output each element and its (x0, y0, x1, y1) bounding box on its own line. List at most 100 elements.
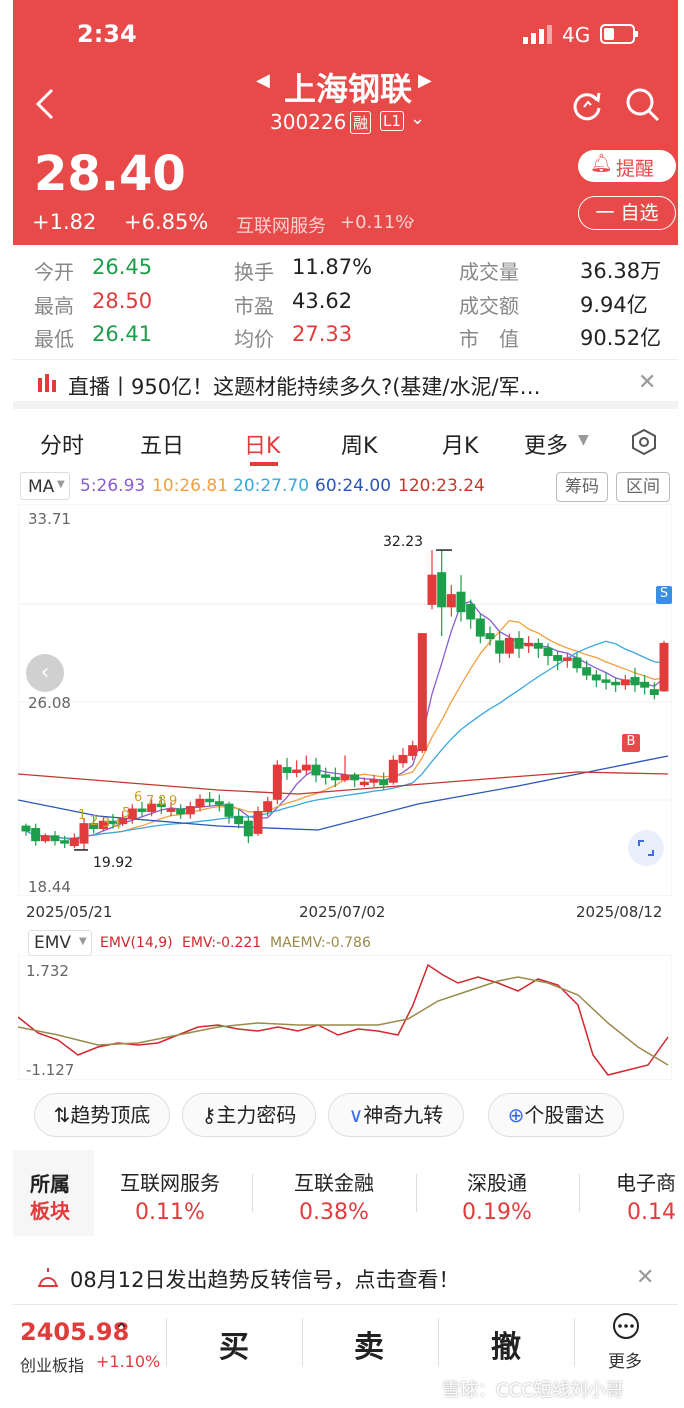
candle[interactable] (79, 823, 89, 844)
candle[interactable] (166, 808, 176, 812)
settings-icon[interactable] (630, 428, 658, 456)
candle[interactable] (253, 810, 263, 834)
cancel-order-button[interactable]: 撤 (491, 1330, 521, 1365)
sell-button[interactable]: 卖 (354, 1330, 384, 1365)
candle[interactable] (137, 808, 147, 812)
candle[interactable] (311, 764, 321, 776)
buy-button[interactable]: 买 (219, 1330, 249, 1365)
candle[interactable] (243, 820, 253, 837)
tab-daily-k[interactable]: 日K (244, 434, 281, 459)
candle[interactable] (205, 798, 215, 803)
index-value[interactable]: 2405.98 (20, 1318, 130, 1346)
candle[interactable] (398, 754, 408, 764)
tab-more[interactable]: 更多 (524, 434, 569, 459)
range-button[interactable]: 区间 (616, 472, 670, 502)
candle[interactable] (176, 808, 186, 815)
sector-change[interactable]: 0.14 (627, 1200, 676, 1225)
candle[interactable] (582, 667, 592, 676)
emv-chart[interactable] (18, 955, 672, 1080)
candle[interactable] (437, 572, 447, 608)
candle[interactable] (301, 764, 311, 771)
candle[interactable] (127, 808, 137, 820)
live-banner[interactable] (13, 359, 678, 409)
candle[interactable] (292, 769, 302, 773)
chip-button[interactable]: 筹码 (556, 472, 608, 502)
candle[interactable] (611, 681, 621, 686)
live-banner-text[interactable]: 直播丨950亿！这题材能持续多久?(基建/水泥/军… (68, 375, 541, 399)
more-label[interactable]: 更多 (608, 1352, 642, 1372)
tool-main-force-code[interactable]: ⚷主力密码 (182, 1093, 316, 1137)
watchlist-button[interactable]: 一 自选 (578, 196, 676, 230)
scroll-left-icon[interactable]: ‹ (26, 654, 64, 692)
tool-stock-radar[interactable]: ⊕个股雷达 (488, 1093, 624, 1137)
candle[interactable] (379, 779, 389, 786)
candle[interactable] (504, 637, 514, 654)
tab-intraday[interactable]: 分时 (40, 434, 85, 459)
signal-banner-text[interactable]: 08月12日发出趋势反转信号，点击查看！ (70, 1268, 460, 1292)
candle[interactable] (60, 840, 70, 844)
indicator-selector[interactable]: EMV ▼ (28, 930, 92, 956)
candle[interactable] (156, 803, 166, 808)
candle[interactable] (640, 681, 650, 688)
candle[interactable] (427, 574, 437, 605)
candle[interactable] (98, 820, 108, 830)
next-stock-arrow-icon[interactable]: ▶ (418, 70, 432, 91)
tab-weekly-k[interactable]: 周K (341, 434, 378, 459)
refresh-icon[interactable] (570, 88, 604, 122)
candle[interactable] (108, 820, 118, 825)
candle[interactable] (224, 803, 234, 817)
sector-name[interactable]: 互联金融 (294, 1171, 374, 1195)
candle[interactable] (185, 806, 195, 815)
candle[interactable] (446, 594, 456, 608)
fullscreen-icon[interactable] (628, 830, 664, 866)
candle[interactable] (359, 781, 369, 786)
sector-name[interactable]: 深股通 (467, 1171, 527, 1195)
sector-change[interactable]: 0.11% (135, 1200, 205, 1225)
tab-monthly-k[interactable]: 月K (442, 434, 479, 459)
alert-button[interactable]: 🔔︎ 提醒 (578, 150, 676, 182)
close-icon[interactable]: ✕ (638, 370, 657, 395)
candle[interactable] (388, 759, 398, 783)
candle[interactable] (147, 803, 157, 812)
candlestick-chart[interactable] (18, 504, 672, 896)
search-icon[interactable] (624, 86, 662, 124)
chevron-right-icon[interactable]: › (408, 210, 416, 231)
candle[interactable] (475, 618, 485, 637)
industry-change[interactable]: +0.11% (340, 212, 413, 233)
candle[interactable] (118, 818, 128, 825)
candle[interactable] (601, 679, 611, 683)
candle[interactable] (50, 835, 60, 842)
sell-signal-marker[interactable]: S (656, 586, 672, 604)
candle[interactable] (340, 774, 350, 781)
candle[interactable] (562, 657, 572, 661)
more-caret-icon[interactable]: ▼ (578, 432, 589, 448)
close-icon[interactable]: ✕ (636, 1265, 655, 1290)
sector-change[interactable]: 0.19% (462, 1200, 532, 1225)
candle[interactable] (195, 798, 205, 808)
sector-name[interactable]: 电子商 (616, 1171, 676, 1195)
candle[interactable] (69, 837, 79, 847)
candle[interactable] (533, 642, 543, 649)
candle[interactable] (620, 679, 630, 686)
candle[interactable] (330, 776, 340, 781)
candle[interactable] (282, 767, 292, 773)
candle[interactable] (321, 774, 331, 778)
sector-name[interactable]: 互联网服务 (120, 1171, 220, 1195)
candle[interactable] (630, 676, 640, 686)
index-name[interactable]: 创业板指 (20, 1356, 85, 1375)
candle[interactable] (659, 642, 669, 692)
candle[interactable] (31, 828, 41, 842)
tab-five-day[interactable]: 五日 (140, 434, 185, 459)
candle[interactable] (89, 823, 99, 830)
prev-stock-arrow-icon[interactable]: ◀ (256, 70, 270, 91)
candle[interactable] (234, 815, 244, 825)
index-change[interactable]: +1.10% (96, 1352, 161, 1371)
chevron-up-icon[interactable]: ⌃ (114, 1320, 130, 1341)
candle[interactable] (572, 657, 582, 669)
buy-signal-marker[interactable]: B (622, 734, 640, 752)
candle[interactable] (369, 779, 379, 783)
candle[interactable] (272, 764, 282, 800)
candle[interactable] (485, 633, 495, 639)
candle[interactable] (553, 655, 563, 661)
back-icon[interactable] (32, 86, 62, 122)
